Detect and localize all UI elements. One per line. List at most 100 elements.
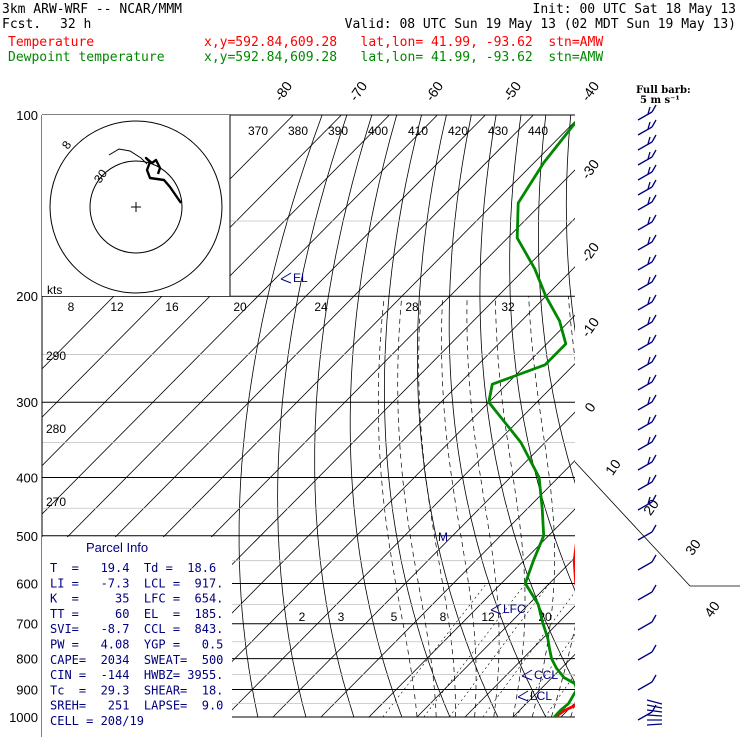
- level-marker-label: LFC: [503, 602, 526, 616]
- wind-barb-low: [646, 699, 663, 705]
- temperature-tick-label: -60: [422, 78, 447, 104]
- level-marker-el: EL: [280, 271, 308, 285]
- wind-barbs: [574, 104, 740, 726]
- isotherm-line: [42, 115, 534, 612]
- isotherm-line: [320, 460, 575, 718]
- dry-adiabat-line: [720, 115, 740, 717]
- temperature-legend: Temperature: [8, 35, 95, 50]
- barb-key-unit: 5 m s⁻¹: [640, 95, 680, 106]
- theta-e-label: 440: [528, 124, 548, 138]
- wind-barb: [637, 474, 657, 491]
- temperature-tick-label: 0: [581, 399, 599, 415]
- dry-adiabat-label: 280: [46, 422, 66, 436]
- wind-barb-low: [646, 704, 663, 709]
- forecast-hour: 32 h: [60, 17, 92, 32]
- wind-barb: [637, 414, 657, 431]
- wind-barb: [637, 614, 657, 631]
- dry-adiabat-line: [448, 115, 547, 718]
- upper-scale-label: 12: [110, 300, 124, 314]
- dry-adiabat-label: 290: [46, 349, 66, 363]
- dewpoint-line: [487, 120, 575, 718]
- upper-scale-label: 8: [68, 300, 75, 314]
- pressure-tick-label: 1000: [9, 710, 38, 725]
- parcel-info-row: CIN = -144 HWBZ= 3955.: [50, 668, 223, 682]
- isotherm-line: [609, 115, 740, 717]
- frame-edge: [574, 461, 740, 587]
- moist-adiabat-line: [466, 296, 500, 718]
- wind-barb: [637, 274, 657, 291]
- wind-barb: [637, 134, 657, 151]
- isotherm-line: [512, 653, 575, 718]
- hodograph-unit-label: kts: [47, 283, 62, 297]
- wind-barb-low: [646, 714, 663, 717]
- theta-e-label: 410: [408, 124, 428, 138]
- wind-barb-low: [646, 723, 663, 726]
- parcel-info-row: Tc = 29.3 SHEAR= 18.: [50, 683, 223, 697]
- dry-adiabat-line: [509, 115, 575, 592]
- wind-barb: [637, 334, 657, 351]
- wind-barb: [637, 294, 657, 311]
- temperature-tick-label: 10: [602, 456, 624, 478]
- moist-adiabat-line: [609, 296, 734, 717]
- theta-e-label: 390: [328, 124, 348, 138]
- pressure-tick-label: 800: [16, 652, 38, 667]
- temperature-location: x,y=592.84,609.28 lat,lon= 41.99, -93.62…: [204, 35, 604, 50]
- upper-scale-label: 32: [501, 300, 515, 314]
- parcel-info-row: TT = 60 EL = 185.: [50, 607, 223, 621]
- isotherm-line: [176, 314, 575, 718]
- isotherm-line: [464, 605, 575, 718]
- wind-barb: [637, 214, 657, 231]
- wind-barb: [637, 704, 657, 721]
- dry-adiabat-line: [314, 115, 373, 718]
- wind-barb: [637, 524, 657, 541]
- parcel-info-row: LI = -7.3 LCL = 917.: [50, 576, 223, 590]
- wind-barb: [637, 554, 657, 571]
- dry-adiabat-line: [417, 115, 499, 718]
- isotherm-line: [705, 115, 740, 717]
- level-marker-label: LCL: [530, 689, 552, 703]
- mixing-ratio-line: [482, 591, 575, 718]
- moist-adiabat-line: [590, 296, 677, 717]
- temperature-tick-label: 30: [682, 536, 704, 558]
- isotherm-line: [224, 363, 575, 718]
- mixing-ratio-label: 3: [338, 610, 345, 624]
- level-marker-ccl: CCL: [521, 668, 558, 682]
- mixing-ratio-label: 5: [391, 610, 398, 624]
- wind-barb: [637, 164, 657, 181]
- dry-adiabat-line: [620, 115, 740, 717]
- level-marker-lfc: LFC: [490, 602, 526, 616]
- theta-e-label: 420: [448, 124, 468, 138]
- wind-barb: [637, 394, 657, 411]
- parcel-info-row: T = 19.4 Td = 18.6: [50, 561, 216, 575]
- dewpoint-legend: Dewpoint temperature: [8, 50, 165, 65]
- header: 3km ARW-WRF -- NCAR/MMM Init: 00 UTC Sat…: [0, 0, 740, 70]
- wind-barb: [637, 644, 657, 661]
- parcel-info-row: SREH= 251 LAPSE= 9.0: [50, 699, 223, 713]
- parcel-info-row: PW = 4.08 YGP = 0.5: [50, 638, 223, 652]
- hodograph-trace: [144, 156, 182, 204]
- mixing-ratio-label: 2: [299, 610, 306, 624]
- moist-adiabat-line: [441, 296, 477, 718]
- dry-adiabat-line: [537, 115, 575, 484]
- temperature-tick-label: 40: [701, 598, 723, 620]
- moist-adiabat-line: [570, 703, 575, 718]
- pressure-tick-label: 500: [16, 529, 38, 544]
- dry-adiabat-line: [670, 115, 740, 717]
- valid-time: Valid: 08 UTC Sun 19 May 13 (02 MDT Sun …: [344, 17, 736, 32]
- isotherm-line: [416, 556, 575, 718]
- theta-e-label: 380: [288, 124, 308, 138]
- wind-barb-low: [646, 709, 663, 713]
- level-marker-label: EL: [293, 271, 308, 285]
- hodograph-ring-outer: [49, 120, 223, 294]
- temperature-tick-label: -10: [578, 314, 603, 340]
- parcel-info-panel: Parcel Info T = 19.4 Td = 18.6LI = -7.3 …: [42, 537, 232, 737]
- parcel-info-row: SVI= -8.7 CCL = 843.: [50, 622, 223, 636]
- mixing-ratio-label: 8: [440, 610, 447, 624]
- upper-scale-label: 28: [405, 300, 419, 314]
- parcel-info-title: Parcel Info: [86, 540, 148, 555]
- temperature-line: [554, 542, 575, 719]
- moist-adiabat-line: [495, 296, 526, 718]
- upper-scale-label: 20: [233, 300, 247, 314]
